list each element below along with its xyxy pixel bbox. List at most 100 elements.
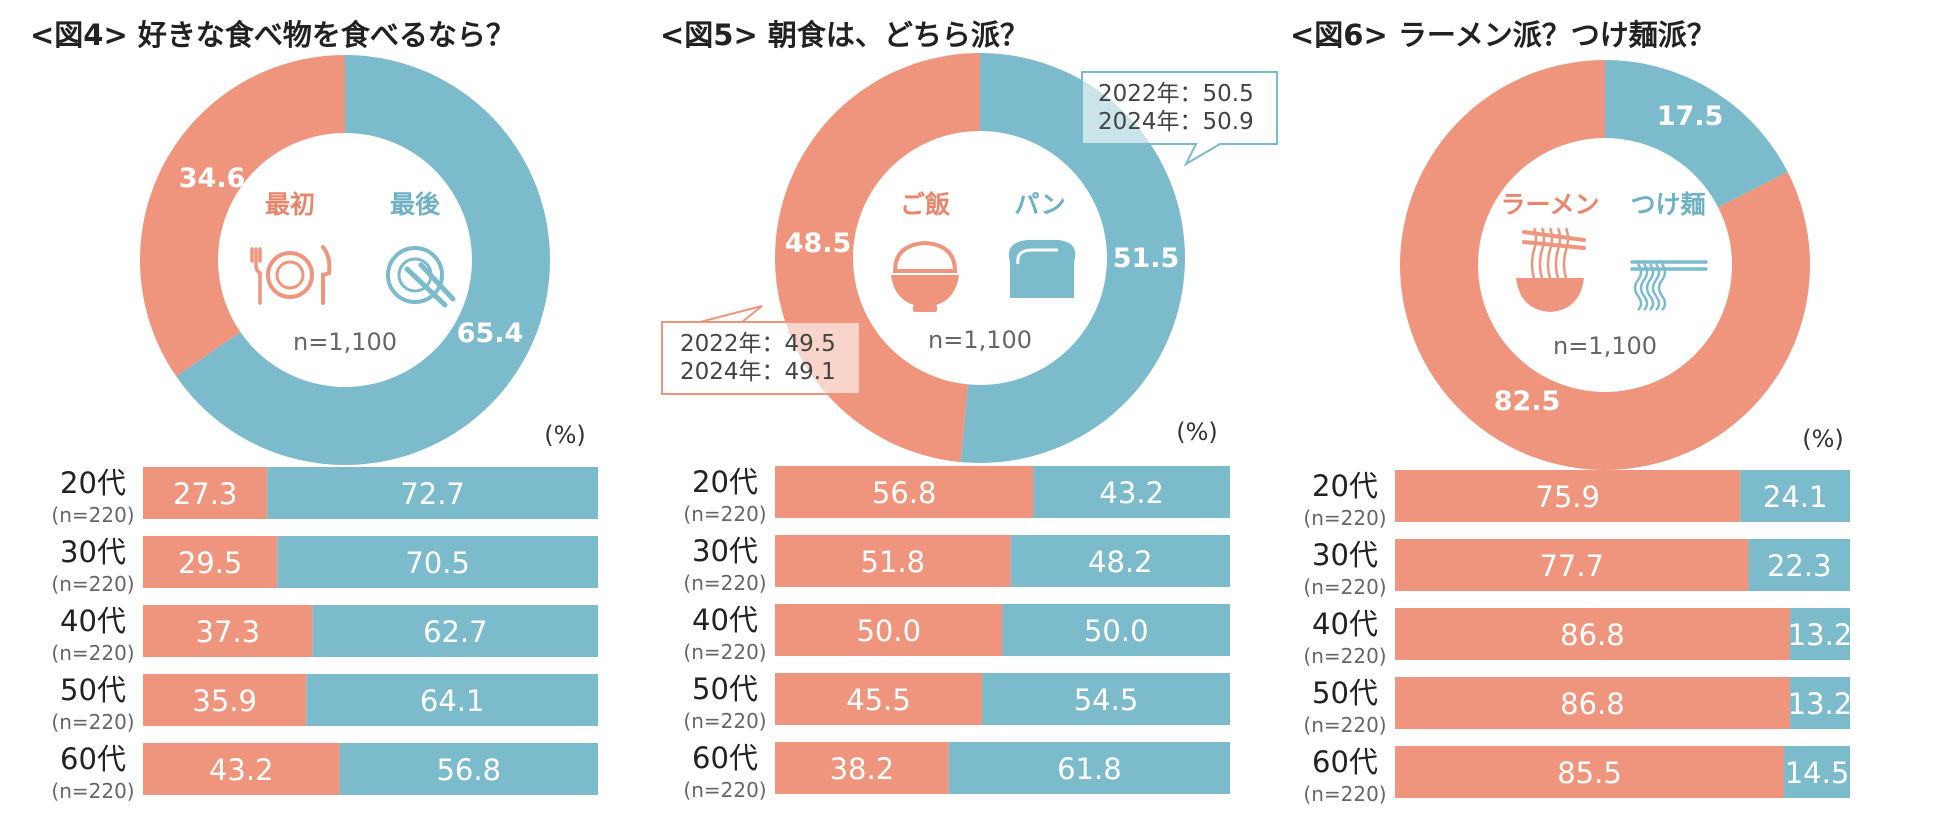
slice-value-label: 65.4	[457, 318, 524, 349]
age-group-sample-label: (n=220)	[1303, 713, 1386, 737]
slice-name-label: 最後	[390, 190, 441, 219]
age-group-label: 40代	[60, 604, 126, 638]
bar-value-label: 45.5	[846, 683, 911, 717]
bar-value-label: 43.2	[1099, 476, 1164, 510]
slice-value-label: 48.5	[785, 228, 852, 259]
bar-segment	[267, 467, 598, 519]
donut-slice	[960, 53, 1185, 463]
bar-segment	[143, 605, 313, 657]
bar-value-label: 77.7	[1539, 549, 1604, 583]
bar-segment	[1395, 746, 1785, 798]
bar-segment	[775, 466, 1034, 518]
slice-name-label: 最初	[265, 190, 315, 219]
bar-value-label: 70.5	[405, 546, 470, 580]
bar-value-label: 85.5	[1557, 756, 1622, 790]
bar-segment	[775, 604, 1003, 656]
bar-value-label: 48.2	[1088, 545, 1153, 579]
bar-row: 86.8 13.2 50代 (n=220)	[1303, 676, 1852, 737]
empty-plate-icon	[386, 246, 456, 308]
bar-segment	[1395, 608, 1790, 660]
bar-segment	[1789, 608, 1850, 660]
age-group-sample-label: (n=220)	[683, 778, 766, 802]
donut-slice	[139, 55, 345, 377]
chart-panel: <図5> 朝食は、どちら派？ 48.5 51.5 ご飯 パン n=1,100 (%) 2022…	[660, 18, 1278, 802]
donut-slice	[1605, 60, 1788, 208]
bar-segment	[1010, 535, 1230, 587]
age-group-label: 40代	[692, 603, 758, 637]
sample-size-label: n=1,100	[1553, 332, 1657, 360]
bar-segment	[143, 536, 278, 588]
age-group-label: 60代	[1312, 745, 1378, 779]
bar-value-label: 64.1	[420, 684, 485, 718]
bar-segment	[339, 743, 598, 795]
chart-panel: <図4> 好きな食べ物を食べるなら？ 34.6 65.4 最初 最後 n=1,100 (%)…	[30, 18, 598, 803]
bar-segment	[1789, 677, 1850, 729]
bar-segment	[775, 673, 983, 725]
age-group-sample-label: (n=220)	[51, 710, 134, 734]
bar-value-label: 54.5	[1074, 683, 1139, 717]
bar-segment	[1395, 470, 1741, 522]
age-group-label: 20代	[1312, 469, 1378, 503]
bar-row: 85.5 14.5 60代 (n=220)	[1303, 745, 1850, 806]
bar-segment	[143, 743, 340, 795]
slice-name-label: ラーメン	[1500, 190, 1599, 219]
bar-row: 75.9 24.1 20代 (n=220)	[1303, 469, 1850, 530]
age-group-label: 50代	[692, 672, 758, 706]
tsukemen-noodles-icon	[1630, 260, 1708, 311]
age-group-label: 60代	[692, 741, 758, 775]
bar-value-label: 22.3	[1767, 549, 1832, 583]
bar-value-label: 35.9	[192, 684, 257, 718]
bread-icon	[1008, 240, 1076, 298]
age-group-sample-label: (n=220)	[51, 572, 134, 596]
age-group-label: 60代	[60, 742, 126, 776]
age-group-sample-label: (n=220)	[51, 779, 134, 803]
chart-title: <図6> ラーメン派？つけ麺派？	[1290, 18, 1716, 52]
bar-segment	[277, 536, 598, 588]
bar-value-label: 75.9	[1535, 480, 1600, 514]
bar-segment	[1395, 539, 1749, 591]
slice-value-label: 51.5	[1113, 243, 1180, 274]
bar-segment	[775, 742, 949, 794]
bar-row: 45.5 54.5 50代 (n=220)	[683, 672, 1230, 733]
bar-value-label: 86.8	[1560, 618, 1625, 652]
rice-bowl-icon	[891, 240, 959, 312]
bar-value-label: 13.2	[1788, 687, 1853, 721]
bar-value-label: 24.1	[1763, 480, 1828, 514]
age-group-sample-label: (n=220)	[1303, 644, 1386, 668]
bar-value-label: 62.7	[423, 615, 488, 649]
slice-name-label: つけ麺	[1630, 190, 1705, 219]
bar-value-label: 56.8	[436, 753, 501, 787]
slice-value-label: 34.6	[179, 163, 246, 194]
age-group-sample-label: (n=220)	[683, 571, 766, 595]
bar-value-label: 13.2	[1788, 618, 1853, 652]
bar-value-label: 72.7	[400, 477, 465, 511]
age-group-sample-label: (n=220)	[1303, 575, 1386, 599]
age-group-label: 50代	[1312, 676, 1378, 710]
bar-value-label: 14.5	[1785, 756, 1850, 790]
age-group-sample-label: (n=220)	[683, 502, 766, 526]
bar-segment	[143, 467, 268, 519]
age-group-sample-label: (n=220)	[1303, 506, 1386, 530]
bar-row: 27.3 72.7 20代 (n=220)	[51, 466, 598, 527]
bar-value-label: 50.0	[856, 614, 921, 648]
unit-label: (%)	[1802, 425, 1844, 453]
bar-segment	[1740, 470, 1850, 522]
sample-size-label: n=1,100	[293, 328, 397, 356]
sample-size-label: n=1,100	[928, 326, 1032, 354]
bar-segment	[312, 605, 598, 657]
unit-label: (%)	[544, 421, 586, 449]
bar-row: 86.8 13.2 40代 (n=220)	[1303, 607, 1852, 668]
bar-segment	[143, 674, 307, 726]
age-group-label: 50代	[60, 673, 126, 707]
age-group-label: 30代	[60, 535, 126, 569]
plate-fork-knife-icon	[250, 245, 332, 305]
bar-segment	[948, 742, 1230, 794]
bar-row: 37.3 62.7 40代 (n=220)	[51, 604, 598, 665]
bar-value-label: 86.8	[1560, 687, 1625, 721]
bar-row: 43.2 56.8 60代 (n=220)	[51, 742, 598, 803]
callout-text: 2022年：49.5	[680, 331, 836, 357]
bar-value-label: 51.8	[861, 545, 926, 579]
age-group-sample-label: (n=220)	[683, 640, 766, 664]
bar-row: 38.2 61.8 60代 (n=220)	[683, 741, 1230, 802]
